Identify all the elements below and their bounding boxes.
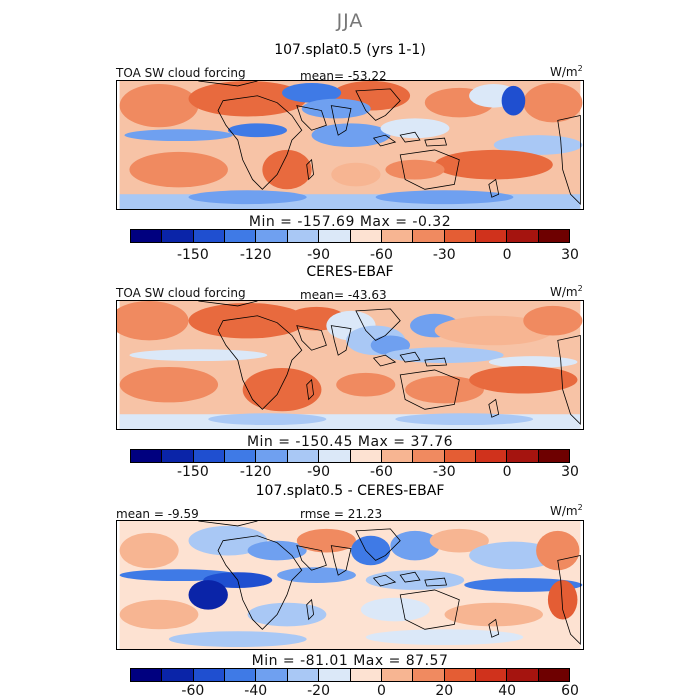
colorbar-swatch [225, 450, 257, 462]
colorbar-swatch [225, 230, 257, 242]
colorbar-swatch [350, 450, 382, 462]
colorbar-tick-label: 0 [502, 247, 512, 263]
colorbar-swatch [193, 230, 226, 242]
panel-2-map [116, 300, 584, 430]
panel-2-mean-label: mean= -43.63 [300, 288, 387, 302]
colorbar-tick-label: -120 [239, 247, 272, 263]
colorbar-swatch [413, 450, 445, 462]
colorbar-swatch [538, 230, 570, 242]
season-title: JJA [336, 10, 364, 32]
colorbar-swatch [507, 230, 539, 242]
panel-1-title: 107.splat0.5 (yrs 1-1) [274, 42, 426, 58]
colorbar-swatch [287, 669, 320, 681]
colorbar-swatch [256, 450, 288, 462]
colorbar-tick-label: -90 [307, 464, 330, 480]
colorbar-tick-label: 30 [561, 247, 579, 263]
colorbar-swatch [475, 450, 508, 462]
panel-3-title: 107.splat0.5 - CERES-EBAF [255, 483, 445, 499]
colorbar-swatch [287, 450, 320, 462]
colorbar-swatch [319, 230, 351, 242]
panel-1-minmax: Min = -157.69 Max = -0.32 [248, 214, 452, 230]
panel-1-map [116, 80, 584, 210]
colorbar-swatch [538, 669, 570, 681]
panel-3-rmse-label: rmse = 21.23 [300, 507, 383, 521]
colorbar-tick-label: -90 [307, 247, 330, 263]
panel-2-units: W/m2 [550, 284, 583, 299]
panel-1-variable-label: TOA SW cloud forcing [116, 66, 246, 80]
colorbar-swatch [475, 230, 508, 242]
colorbar-swatch [381, 230, 414, 242]
panel-3-units: W/m2 [550, 503, 583, 518]
colorbar-swatch [131, 669, 163, 681]
colorbar-tick-label: -150 [176, 247, 209, 263]
colorbar-swatch [444, 230, 476, 242]
panel-1-mean-label: mean= -53.22 [300, 69, 387, 83]
panel-3-colorbar [130, 668, 570, 682]
colorbar-tick-label: -20 [307, 683, 330, 699]
colorbar-swatch [475, 669, 508, 681]
colorbar-tick-label: 40 [498, 683, 517, 699]
colorbar-tick-label: -60 [369, 464, 393, 480]
panel-2-title: CERES-EBAF [306, 264, 394, 280]
colorbar-tick-label: 0 [502, 464, 512, 480]
panel-1-units: W/m2 [550, 64, 583, 79]
colorbar-swatch [162, 669, 194, 681]
panel-3-map [116, 520, 584, 650]
colorbar-swatch [193, 450, 226, 462]
colorbar-swatch [413, 230, 445, 242]
colorbar-swatch [131, 450, 163, 462]
colorbar-swatch [350, 230, 382, 242]
colorbar-swatch [413, 669, 445, 681]
panel-3-minmax: Min = -81.01 Max = 87.57 [251, 653, 449, 669]
colorbar-tick-label: -40 [244, 683, 268, 699]
colorbar-tick-label: -120 [239, 464, 272, 480]
colorbar-swatch [507, 450, 539, 462]
panel-1-colorbar [130, 229, 570, 243]
colorbar-swatch [350, 669, 382, 681]
colorbar-swatch [381, 450, 414, 462]
colorbar-swatch [225, 669, 257, 681]
colorbar-swatch [162, 450, 194, 462]
colorbar-swatch [538, 450, 570, 462]
colorbar-tick-label: 0 [376, 683, 386, 699]
panel-2-minmax: Min = -150.45 Max = 37.76 [246, 434, 454, 450]
colorbar-swatch [256, 669, 288, 681]
colorbar-swatch [319, 450, 351, 462]
colorbar-swatch [444, 669, 476, 681]
panel-2-colorbar [130, 449, 570, 463]
colorbar-swatch [381, 669, 414, 681]
colorbar-swatch [162, 230, 194, 242]
colorbar-tick-label: -30 [432, 464, 456, 480]
colorbar-swatch [507, 669, 539, 681]
panel-3-mean-label: mean = -9.59 [116, 507, 199, 521]
colorbar-tick-label: 60 [561, 683, 579, 699]
colorbar-tick-label: 30 [561, 464, 579, 480]
colorbar-tick-label: -60 [369, 247, 393, 263]
colorbar-swatch [256, 230, 288, 242]
colorbar-tick-label: -150 [176, 464, 209, 480]
colorbar-swatch [319, 669, 351, 681]
colorbar-tick-label: -60 [181, 683, 205, 699]
colorbar-swatch [131, 230, 163, 242]
colorbar-swatch [287, 230, 320, 242]
colorbar-tick-label: -30 [432, 247, 456, 263]
colorbar-tick-label: 20 [435, 683, 454, 699]
colorbar-swatch [193, 669, 226, 681]
colorbar-swatch [444, 450, 476, 462]
panel-2-variable-label: TOA SW cloud forcing [116, 286, 246, 300]
